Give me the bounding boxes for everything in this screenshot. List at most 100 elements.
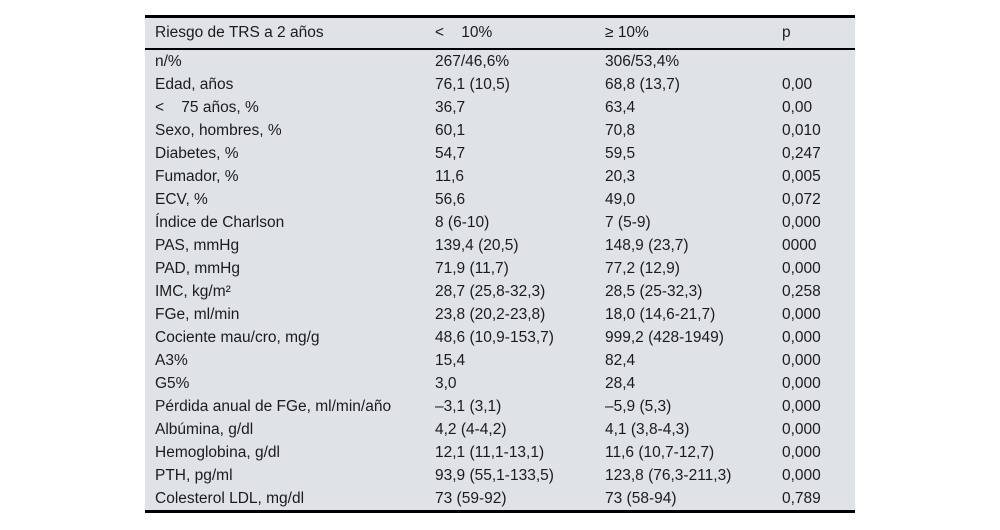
header-row: Riesgo de TRS a 2 años < 10% ≥ 10% p: [145, 18, 855, 50]
value-p: 0,000: [782, 214, 821, 231]
table-row: PTH, pg/ml 93,9 (55,1-133,5) 123,8 (76,3-2…: [145, 464, 855, 487]
value-p: 0,000: [782, 467, 821, 484]
row-label: Cociente mau/cro, mg/g: [155, 329, 320, 346]
value-p: 0,789: [782, 490, 821, 507]
value-ge10: 77,2 (12,9): [605, 260, 680, 277]
table-row: ECV, % 56,6 49,0 0,072: [145, 188, 855, 211]
value-lt10: 11,6: [435, 168, 465, 185]
value-lt10: 71,9 (11,7): [435, 260, 509, 277]
value-p: 0,005: [782, 168, 821, 185]
value-p: 0,000: [782, 260, 821, 277]
value-p: 0,000: [782, 444, 821, 461]
value-ge10: 18,0 (14,6-21,7): [605, 306, 716, 323]
table-row: PAS, mmHg 139,4 (20,5) 148,9 (23,7) 0000: [145, 234, 855, 257]
value-ge10: 148,9 (23,7): [605, 237, 689, 254]
table-row: Diabetes, % 54,7 59,5 0,247: [145, 142, 855, 165]
table-row: Sexo, hombres, % 60,1 70,8 0,010: [145, 119, 855, 142]
value-lt10: 3,0: [435, 375, 457, 392]
value-ge10: 7 (5-9): [605, 214, 651, 231]
table-row: Índice de Charlson 8 (6-10) 7 (5-9) 0,000: [145, 211, 855, 234]
value-lt10: 54,7: [435, 145, 466, 162]
value-lt10: 12,1 (11,1-13,1): [435, 444, 545, 461]
value-lt10: 36,7: [435, 99, 466, 116]
value-ge10: 4,1 (3,8-4,3): [605, 421, 690, 438]
value-p: [772, 49, 855, 73]
value-ge10: 49,0: [605, 191, 636, 208]
value-ge10: –5,9 (5,3): [605, 398, 672, 415]
row-label: Colesterol LDL, mg/dl: [155, 490, 305, 507]
column-header-p: p: [772, 18, 855, 50]
value-ge10: 63,4: [605, 99, 636, 116]
table-row: < 75 años, % 36,7 63,4 0,00: [145, 96, 855, 119]
value-p: 0,000: [782, 421, 821, 438]
row-label: A3%: [155, 352, 188, 369]
value-ge10: 306/53,4%: [605, 53, 680, 70]
value-ge10: 59,5: [605, 145, 636, 162]
table-row: Pérdida anual de FGe, ml/min/año –3,1 (3,…: [145, 395, 855, 418]
value-ge10: 11,6 (10,7-12,7): [605, 444, 715, 461]
value-ge10: 123,8 (76,3-211,3): [605, 467, 732, 484]
value-lt10: 267/46,6%: [435, 53, 510, 70]
row-label: Hemoglobina, g/dl: [155, 444, 280, 461]
column-header-lt10: < 10%: [425, 18, 595, 50]
value-lt10: –3,1 (3,1): [435, 398, 502, 415]
value-ge10: 70,8: [605, 122, 636, 139]
row-label: PTH, pg/ml: [155, 467, 233, 484]
row-label: PAD, mmHg: [155, 260, 240, 277]
value-p: 0000: [782, 237, 817, 254]
table-row: Albúmina, g/dl 4,2 (4-4,2) 4,1 (3,8-4,3) 0,…: [145, 418, 855, 441]
trs-risk-table: Riesgo de TRS a 2 años < 10% ≥ 10% p n/%…: [145, 15, 855, 513]
value-lt10: 23,8 (20,2-23,8): [435, 306, 546, 323]
value-lt10: 8 (6-10): [435, 214, 490, 231]
row-label: < 75 años, %: [155, 99, 259, 116]
table-row: Edad, años 76,1 (10,5) 68,8 (13,7) 0,00: [145, 73, 855, 96]
value-lt10: 93,9 (55,1-133,5): [435, 467, 554, 484]
value-lt10: 56,6: [435, 191, 466, 208]
column-header-variable: Riesgo de TRS a 2 años: [145, 18, 425, 50]
row-label: Sexo, hombres, %: [155, 122, 282, 139]
row-label: ECV, %: [155, 191, 208, 208]
stat-table: Riesgo de TRS a 2 años < 10% ≥ 10% p n/%…: [145, 18, 855, 510]
value-lt10: 76,1 (10,5): [435, 76, 510, 93]
value-ge10: 28,5 (25-32,3): [605, 283, 703, 300]
row-label: Edad, años: [155, 76, 234, 93]
row-label: IMC, kg/m²: [155, 283, 231, 300]
table-row: FGe, ml/min 23,8 (20,2-23,8) 18,0 (14,6-21…: [145, 303, 855, 326]
table-header: Riesgo de TRS a 2 años < 10% ≥ 10% p: [145, 18, 855, 50]
value-p: 0,000: [782, 375, 821, 392]
value-lt10: 15,4: [435, 352, 466, 369]
row-label: Diabetes, %: [155, 145, 239, 162]
row-label: PAS, mmHg: [155, 237, 240, 254]
table-row: PAD, mmHg 71,9 (11,7) 77,2 (12,9) 0,000: [145, 257, 855, 280]
row-label: n/%: [155, 53, 182, 70]
value-p: 0,00: [782, 76, 813, 93]
row-label: Fumador, %: [155, 168, 239, 185]
row-label: G5%: [155, 375, 190, 392]
value-lt10: 48,6 (10,9-153,7): [435, 329, 554, 346]
value-p: 0,072: [782, 191, 821, 208]
value-ge10: 73 (58-94): [605, 490, 677, 507]
value-ge10: 82,4: [605, 352, 636, 369]
value-ge10: 28,4: [605, 375, 636, 392]
table-body: n/% 267/46,6% 306/53,4% Edad, años 76,1 (10,…: [145, 49, 855, 510]
value-p: 0,00: [782, 99, 813, 116]
value-lt10: 139,4 (20,5): [435, 237, 519, 254]
value-p: 0,258: [782, 283, 821, 300]
value-lt10: 4,2 (4-4,2): [435, 421, 507, 438]
value-lt10: 60,1: [435, 122, 466, 139]
table-row: Fumador, % 11,6 20,3 0,005: [145, 165, 855, 188]
table-row: Colesterol LDL, mg/dl 73 (59-92) 73 (58-94…: [145, 487, 855, 510]
value-p: 0,247: [782, 145, 821, 162]
table-row: Hemoglobina, g/dl 12,1 (11,1-13,1) 11,6 (1…: [145, 441, 855, 464]
table-row: n/% 267/46,6% 306/53,4%: [145, 49, 855, 73]
value-p: 0,000: [782, 398, 821, 415]
row-label: Albúmina, g/dl: [155, 421, 254, 438]
value-lt10: 28,7 (25,8-32,3): [435, 283, 546, 300]
value-p: 0,010: [782, 122, 821, 139]
value-ge10: 20,3: [605, 168, 636, 185]
row-label: FGe, ml/min: [155, 306, 240, 323]
row-label: Pérdida anual de FGe, ml/min/año: [155, 398, 392, 415]
value-p: 0,000: [782, 329, 821, 346]
table-row: IMC, kg/m² 28,7 (25,8-32,3) 28,5 (25-32,3)…: [145, 280, 855, 303]
